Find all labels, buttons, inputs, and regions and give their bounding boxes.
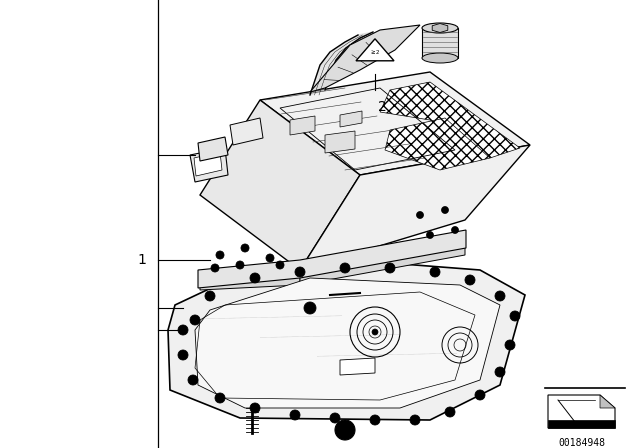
Circle shape [338,423,352,437]
Circle shape [505,340,515,350]
Circle shape [385,263,395,273]
Circle shape [445,407,455,417]
Circle shape [241,244,249,252]
Polygon shape [548,420,615,428]
Polygon shape [260,72,530,175]
Circle shape [417,211,424,219]
Ellipse shape [422,53,458,63]
Polygon shape [300,145,530,270]
Circle shape [304,302,316,314]
Polygon shape [195,278,500,408]
Circle shape [205,291,215,301]
Circle shape [216,251,224,259]
Polygon shape [422,28,458,58]
Polygon shape [356,39,394,61]
Polygon shape [600,395,615,408]
Circle shape [335,420,355,440]
Polygon shape [385,118,490,170]
Polygon shape [198,230,466,288]
Text: 2: 2 [378,100,387,114]
Circle shape [188,375,198,385]
Circle shape [465,275,475,285]
Circle shape [340,263,350,273]
Polygon shape [380,82,520,158]
Polygon shape [310,32,373,95]
Polygon shape [325,131,355,153]
Polygon shape [190,148,228,182]
Circle shape [426,232,433,238]
Text: 00184948: 00184948 [559,438,605,448]
Circle shape [236,261,244,269]
Polygon shape [290,116,315,135]
Polygon shape [230,118,263,145]
Text: $\geq$2: $\geq$2 [369,48,381,56]
Polygon shape [168,260,525,420]
Circle shape [250,403,260,413]
Polygon shape [198,137,228,161]
Circle shape [190,315,200,325]
Circle shape [495,367,505,377]
Text: 1: 1 [137,253,146,267]
Polygon shape [194,152,222,176]
Polygon shape [310,25,420,92]
Polygon shape [340,111,362,127]
Circle shape [451,227,458,233]
Circle shape [475,390,485,400]
Circle shape [295,267,305,277]
Circle shape [266,254,274,262]
Circle shape [430,267,440,277]
Circle shape [330,413,340,423]
Circle shape [442,207,449,214]
Circle shape [495,291,505,301]
Circle shape [178,325,188,335]
Circle shape [215,393,225,403]
Circle shape [410,415,420,425]
Polygon shape [300,238,465,285]
Polygon shape [340,358,375,375]
Circle shape [372,329,378,335]
Polygon shape [432,23,448,33]
Circle shape [178,350,188,360]
Circle shape [510,311,520,321]
Ellipse shape [422,23,458,33]
Circle shape [250,273,260,283]
Circle shape [370,415,380,425]
Circle shape [211,264,219,272]
Polygon shape [548,395,615,428]
Circle shape [290,410,300,420]
Polygon shape [200,100,360,270]
Circle shape [276,261,284,269]
Polygon shape [200,268,300,290]
